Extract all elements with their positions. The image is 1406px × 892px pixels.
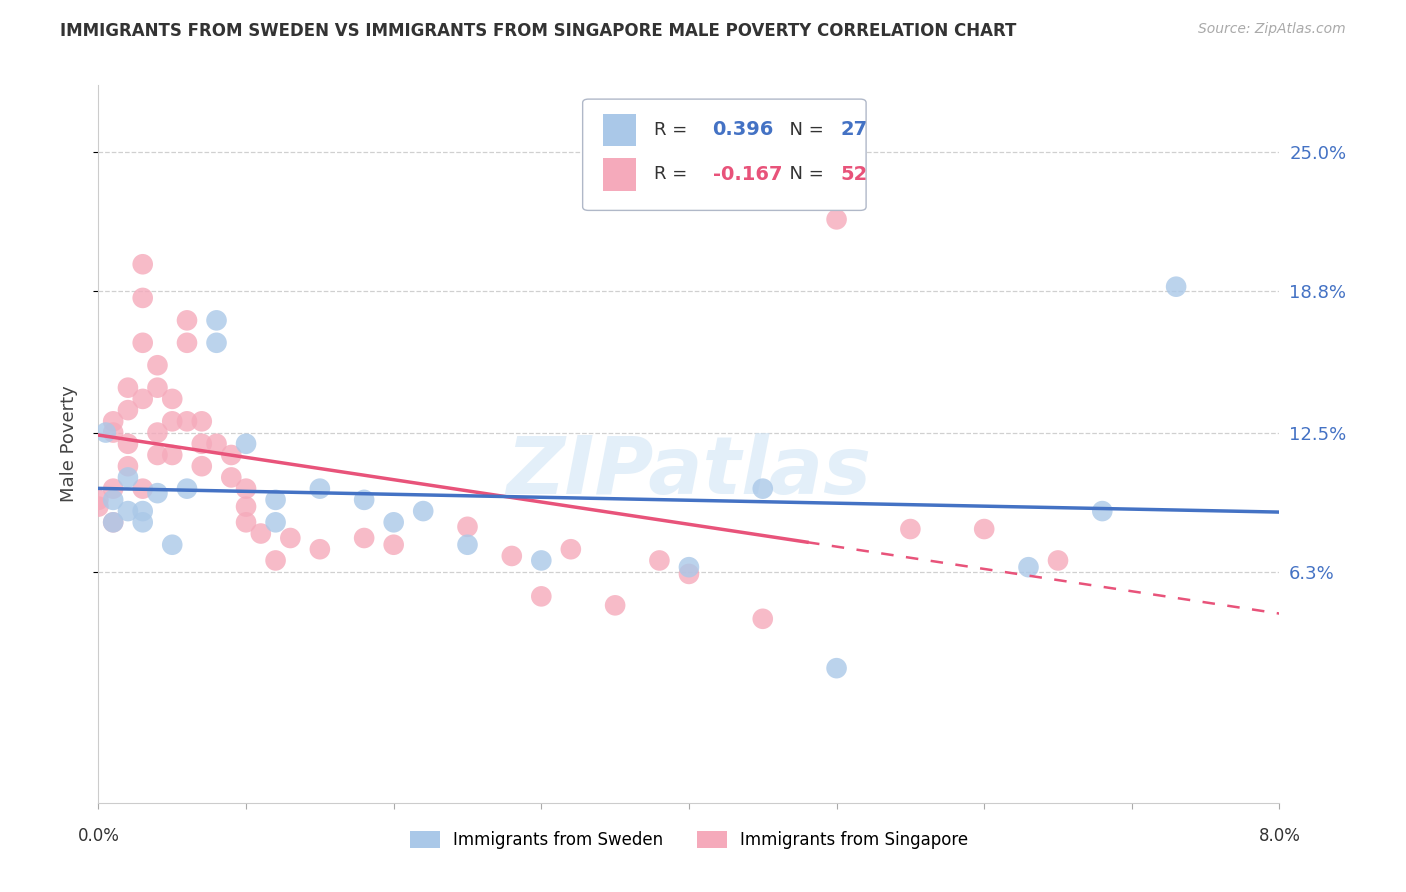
- Point: [264, 516, 287, 530]
- Point: [235, 437, 257, 451]
- Point: [678, 560, 700, 574]
- Point: [191, 437, 214, 451]
- Point: [117, 470, 139, 484]
- Point: [605, 599, 627, 613]
- Point: [457, 538, 479, 552]
- Point: [176, 313, 198, 327]
- Point: [309, 542, 332, 557]
- Text: -0.167: -0.167: [713, 165, 782, 184]
- Point: [825, 212, 848, 227]
- Point: [132, 516, 155, 530]
- Point: [103, 492, 125, 507]
- Point: [103, 482, 125, 496]
- Point: [382, 516, 405, 530]
- Point: [412, 504, 434, 518]
- Point: [264, 553, 287, 567]
- Point: [353, 531, 375, 545]
- Point: [648, 553, 671, 567]
- Point: [146, 425, 169, 440]
- Point: [191, 459, 214, 474]
- Point: [146, 358, 169, 372]
- Point: [900, 522, 922, 536]
- Legend: Immigrants from Sweden, Immigrants from Singapore: Immigrants from Sweden, Immigrants from …: [404, 824, 974, 855]
- Point: [132, 392, 155, 406]
- Bar: [603, 159, 636, 191]
- Point: [176, 335, 198, 350]
- Point: [132, 291, 155, 305]
- Point: [309, 482, 332, 496]
- Point: [146, 381, 169, 395]
- Point: [205, 335, 228, 350]
- Y-axis label: Male Poverty: Male Poverty: [59, 385, 77, 502]
- Point: [117, 403, 139, 417]
- Point: [117, 381, 139, 395]
- Point: [1018, 560, 1040, 574]
- Point: [221, 470, 243, 484]
- Point: [94, 425, 117, 440]
- Point: [825, 661, 848, 675]
- Point: [162, 448, 183, 462]
- Bar: [603, 114, 636, 146]
- Point: [205, 437, 228, 451]
- Point: [221, 448, 243, 462]
- Point: [1166, 279, 1188, 293]
- Point: [457, 520, 479, 534]
- Point: [973, 522, 995, 536]
- FancyBboxPatch shape: [582, 99, 866, 211]
- Point: [132, 482, 155, 496]
- Point: [530, 590, 553, 604]
- Point: [560, 542, 582, 557]
- Point: [103, 516, 125, 530]
- Point: [678, 566, 700, 581]
- Point: [382, 538, 405, 552]
- Point: [250, 526, 273, 541]
- Point: [132, 335, 155, 350]
- Point: [117, 437, 139, 451]
- Point: [146, 486, 169, 500]
- Point: [87, 500, 110, 514]
- Text: 0.396: 0.396: [713, 120, 773, 139]
- Point: [264, 492, 287, 507]
- Text: 27: 27: [841, 120, 868, 139]
- Point: [103, 414, 125, 428]
- Text: IMMIGRANTS FROM SWEDEN VS IMMIGRANTS FROM SINGAPORE MALE POVERTY CORRELATION CHA: IMMIGRANTS FROM SWEDEN VS IMMIGRANTS FRO…: [60, 22, 1017, 40]
- Point: [146, 448, 169, 462]
- Point: [132, 257, 155, 271]
- Point: [176, 414, 198, 428]
- Text: 8.0%: 8.0%: [1258, 828, 1301, 846]
- Text: Source: ZipAtlas.com: Source: ZipAtlas.com: [1198, 22, 1346, 37]
- Point: [103, 425, 125, 440]
- Point: [103, 516, 125, 530]
- Point: [752, 482, 775, 496]
- Point: [162, 392, 183, 406]
- Text: 52: 52: [841, 165, 868, 184]
- Point: [235, 500, 257, 514]
- Point: [87, 492, 110, 507]
- Point: [235, 516, 257, 530]
- Point: [176, 482, 198, 496]
- Point: [501, 549, 523, 563]
- Text: R =: R =: [654, 166, 693, 184]
- Text: R =: R =: [654, 121, 693, 139]
- Point: [162, 538, 183, 552]
- Point: [191, 414, 214, 428]
- Point: [117, 459, 139, 474]
- Point: [132, 504, 155, 518]
- Text: N =: N =: [778, 121, 830, 139]
- Point: [530, 553, 553, 567]
- Text: N =: N =: [778, 166, 830, 184]
- Point: [280, 531, 302, 545]
- Point: [752, 612, 775, 626]
- Point: [205, 313, 228, 327]
- Text: 0.0%: 0.0%: [77, 828, 120, 846]
- Point: [353, 492, 375, 507]
- Text: ZIPatlas: ZIPatlas: [506, 434, 872, 511]
- Point: [117, 504, 139, 518]
- Point: [235, 482, 257, 496]
- Point: [162, 414, 183, 428]
- Point: [1046, 553, 1070, 567]
- Point: [1091, 504, 1114, 518]
